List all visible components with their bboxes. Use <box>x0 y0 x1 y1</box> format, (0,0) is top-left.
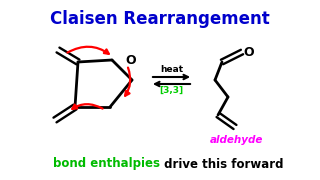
Text: aldehyde: aldehyde <box>210 135 264 145</box>
Text: drive this forward: drive this forward <box>160 158 284 170</box>
Text: bond enthalpies: bond enthalpies <box>53 158 160 170</box>
Text: O: O <box>243 46 254 58</box>
Text: O: O <box>125 53 136 66</box>
Text: heat: heat <box>160 65 183 74</box>
Text: [3,3]: [3,3] <box>159 86 184 95</box>
Text: Claisen Rearrangement: Claisen Rearrangement <box>50 10 270 28</box>
